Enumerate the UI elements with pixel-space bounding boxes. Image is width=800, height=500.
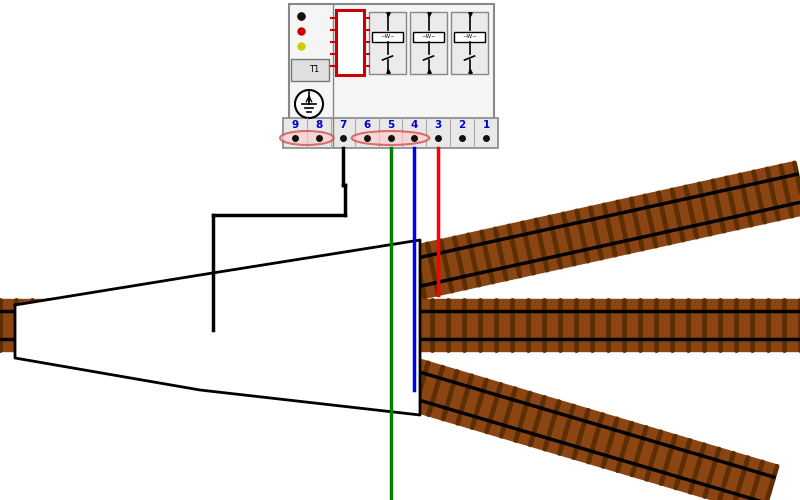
Bar bbox=[336, 10, 364, 75]
Text: 1: 1 bbox=[482, 120, 490, 130]
Polygon shape bbox=[0, 299, 800, 351]
Bar bbox=[291, 59, 329, 81]
Text: 7: 7 bbox=[339, 120, 346, 130]
Bar bbox=[454, 32, 485, 42]
Text: 6: 6 bbox=[363, 120, 370, 130]
Bar bbox=[289, 4, 494, 147]
Text: 5: 5 bbox=[387, 120, 394, 130]
Text: ~W~: ~W~ bbox=[462, 34, 477, 40]
Text: T1: T1 bbox=[309, 66, 319, 74]
Polygon shape bbox=[385, 353, 778, 500]
Text: 3: 3 bbox=[434, 120, 442, 130]
Text: 4: 4 bbox=[410, 120, 418, 130]
Bar bbox=[369, 12, 406, 74]
Bar bbox=[283, 118, 498, 148]
Ellipse shape bbox=[280, 131, 334, 145]
Polygon shape bbox=[386, 162, 800, 304]
Bar bbox=[413, 32, 444, 42]
Circle shape bbox=[295, 90, 323, 118]
Text: 8: 8 bbox=[315, 120, 322, 130]
Text: ~W~: ~W~ bbox=[380, 34, 395, 40]
Text: 2: 2 bbox=[458, 120, 466, 130]
Polygon shape bbox=[15, 240, 420, 415]
Ellipse shape bbox=[352, 131, 430, 145]
Text: ~W~: ~W~ bbox=[421, 34, 436, 40]
Bar bbox=[451, 12, 488, 74]
Bar bbox=[410, 12, 447, 74]
Bar bbox=[372, 32, 403, 42]
Text: 9: 9 bbox=[291, 120, 298, 130]
